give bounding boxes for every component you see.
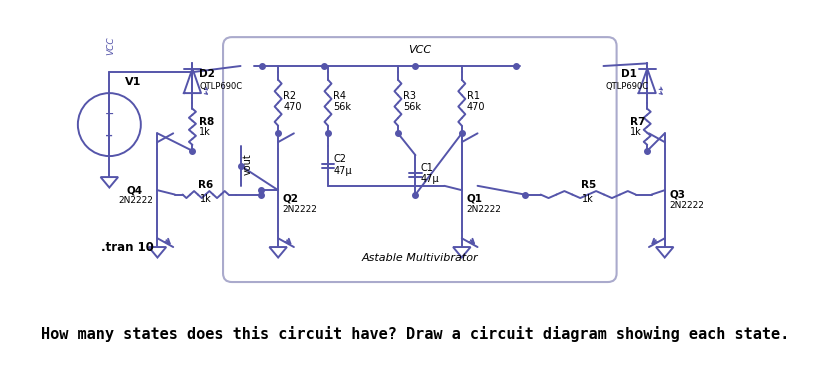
Text: Q1: Q1 bbox=[466, 194, 482, 204]
Text: C2: C2 bbox=[333, 154, 347, 164]
Text: 2N2222: 2N2222 bbox=[466, 205, 501, 214]
Text: R5: R5 bbox=[581, 180, 596, 190]
Text: 56k: 56k bbox=[333, 102, 352, 112]
Text: 56k: 56k bbox=[403, 102, 421, 112]
Text: 2N2222: 2N2222 bbox=[669, 201, 704, 210]
Text: R8: R8 bbox=[199, 116, 214, 126]
Text: Q3: Q3 bbox=[669, 190, 685, 200]
Text: D2: D2 bbox=[199, 69, 215, 79]
Text: R2: R2 bbox=[283, 91, 297, 101]
Text: D1: D1 bbox=[621, 69, 637, 79]
Text: C1: C1 bbox=[420, 163, 434, 173]
Text: R4: R4 bbox=[333, 91, 347, 101]
Text: QTLP690C: QTLP690C bbox=[199, 82, 243, 91]
Text: Q2: Q2 bbox=[283, 194, 298, 204]
Text: 470: 470 bbox=[283, 102, 302, 112]
Text: 1k: 1k bbox=[630, 127, 642, 137]
Text: Q4: Q4 bbox=[127, 185, 143, 195]
Text: 1k: 1k bbox=[199, 127, 211, 137]
Text: VCC: VCC bbox=[408, 45, 431, 55]
Text: QTLP690C: QTLP690C bbox=[605, 82, 648, 91]
Text: VCC: VCC bbox=[106, 36, 116, 55]
Text: R6: R6 bbox=[198, 180, 214, 190]
Text: +: + bbox=[106, 131, 113, 141]
Text: 470: 470 bbox=[467, 102, 485, 112]
Text: .tran 10: .tran 10 bbox=[101, 241, 154, 254]
Text: Astable Multivibrator: Astable Multivibrator bbox=[361, 254, 478, 264]
Text: R3: R3 bbox=[403, 91, 416, 101]
Text: 2N2222: 2N2222 bbox=[118, 196, 153, 205]
Text: 47μ: 47μ bbox=[420, 174, 440, 184]
Text: How many states does this circuit have? Draw a circuit diagram showing each stat: How many states does this circuit have? … bbox=[42, 326, 789, 342]
Text: vout: vout bbox=[243, 153, 253, 175]
Text: 1k: 1k bbox=[583, 193, 594, 203]
Text: V1: V1 bbox=[125, 77, 141, 87]
Text: R7: R7 bbox=[630, 116, 645, 126]
Text: 1k: 1k bbox=[199, 193, 211, 203]
Text: −: − bbox=[105, 108, 114, 119]
Text: R1: R1 bbox=[467, 91, 480, 101]
Text: 2N2222: 2N2222 bbox=[283, 205, 317, 214]
Text: 47μ: 47μ bbox=[333, 165, 352, 175]
